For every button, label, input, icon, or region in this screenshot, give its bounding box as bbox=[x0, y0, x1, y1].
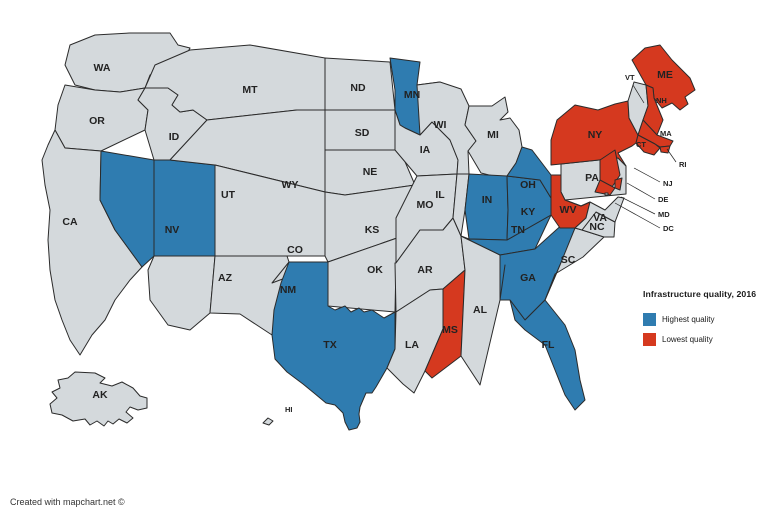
svg-text:HI: HI bbox=[285, 405, 293, 414]
svg-text:DC: DC bbox=[663, 224, 674, 233]
svg-text:RI: RI bbox=[679, 160, 687, 169]
svg-text:MD: MD bbox=[658, 210, 670, 219]
svg-text:VT: VT bbox=[625, 73, 635, 82]
svg-text:MA: MA bbox=[660, 129, 672, 138]
svg-text:CT: CT bbox=[636, 140, 646, 149]
svg-text:DE: DE bbox=[658, 195, 668, 204]
svg-text:NH: NH bbox=[656, 96, 667, 105]
svg-text:NJ: NJ bbox=[663, 179, 673, 188]
